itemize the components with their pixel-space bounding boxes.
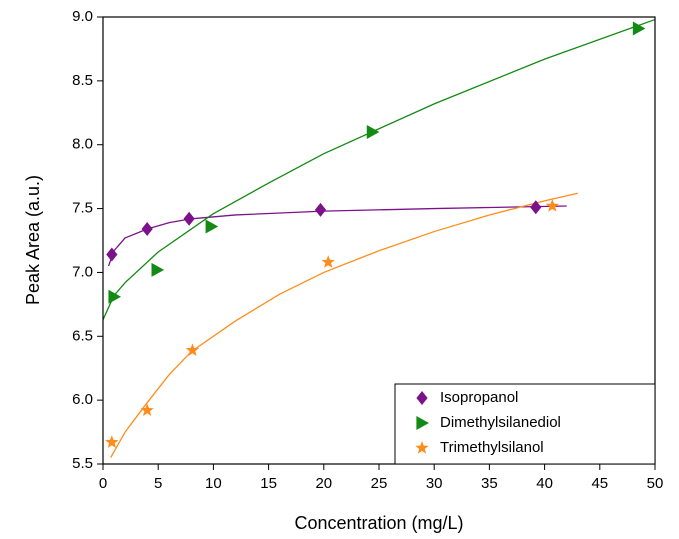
data-point <box>141 222 153 237</box>
fit-line <box>102 18 656 320</box>
legend-marker <box>415 441 429 454</box>
legend-box <box>394 383 656 465</box>
x-tick-label: 35 <box>481 475 498 492</box>
x-tick-label: 15 <box>260 475 277 492</box>
data-point <box>185 343 200 356</box>
y-tick-label: 6.5 <box>72 327 93 344</box>
fit-line <box>107 205 567 267</box>
data-point <box>140 403 154 417</box>
data-point <box>366 124 380 139</box>
y-tick-label: 7.0 <box>72 263 93 280</box>
x-tick-label: 0 <box>99 475 107 492</box>
y-axis-title: Peak Area (a.u.) <box>23 175 43 305</box>
legend-label: Dimethylsilanediol <box>440 414 561 431</box>
x-tick-label: 30 <box>426 475 443 492</box>
y-tick-label: 5.5 <box>72 455 93 472</box>
x-tick-label: 10 <box>205 475 222 492</box>
data-point <box>106 247 118 262</box>
data-point <box>183 211 195 226</box>
y-tick-label: 8.0 <box>72 136 93 153</box>
plot-frame <box>102 16 656 465</box>
y-tick-label: 8.5 <box>72 72 93 89</box>
y-tick-label: 9.0 <box>72 8 93 25</box>
data-point <box>105 435 119 448</box>
x-tick-label: 45 <box>591 475 608 492</box>
x-tick-label: 20 <box>315 475 332 492</box>
x-tick-label: 5 <box>154 475 162 492</box>
data-point <box>545 199 559 212</box>
data-point <box>108 289 122 304</box>
y-tick-label: 7.5 <box>72 200 93 217</box>
legend-marker <box>416 416 429 430</box>
data-point <box>530 200 542 215</box>
y-tick-label: 6.0 <box>72 391 93 408</box>
x-axis-title: Concentration (mg/L) <box>294 513 463 533</box>
data-point <box>321 255 335 268</box>
x-tick-label: 50 <box>647 475 664 492</box>
data-point <box>205 219 219 234</box>
data-point <box>151 262 165 277</box>
data-point <box>314 202 327 217</box>
legend-label: Isopropanol <box>440 389 518 406</box>
legend-label: Trimethylsilanol <box>440 439 544 456</box>
legend-marker <box>416 391 428 405</box>
fit-line <box>110 192 578 458</box>
x-tick-label: 25 <box>371 475 388 492</box>
x-tick-label: 40 <box>536 475 553 492</box>
data-point <box>632 21 646 36</box>
